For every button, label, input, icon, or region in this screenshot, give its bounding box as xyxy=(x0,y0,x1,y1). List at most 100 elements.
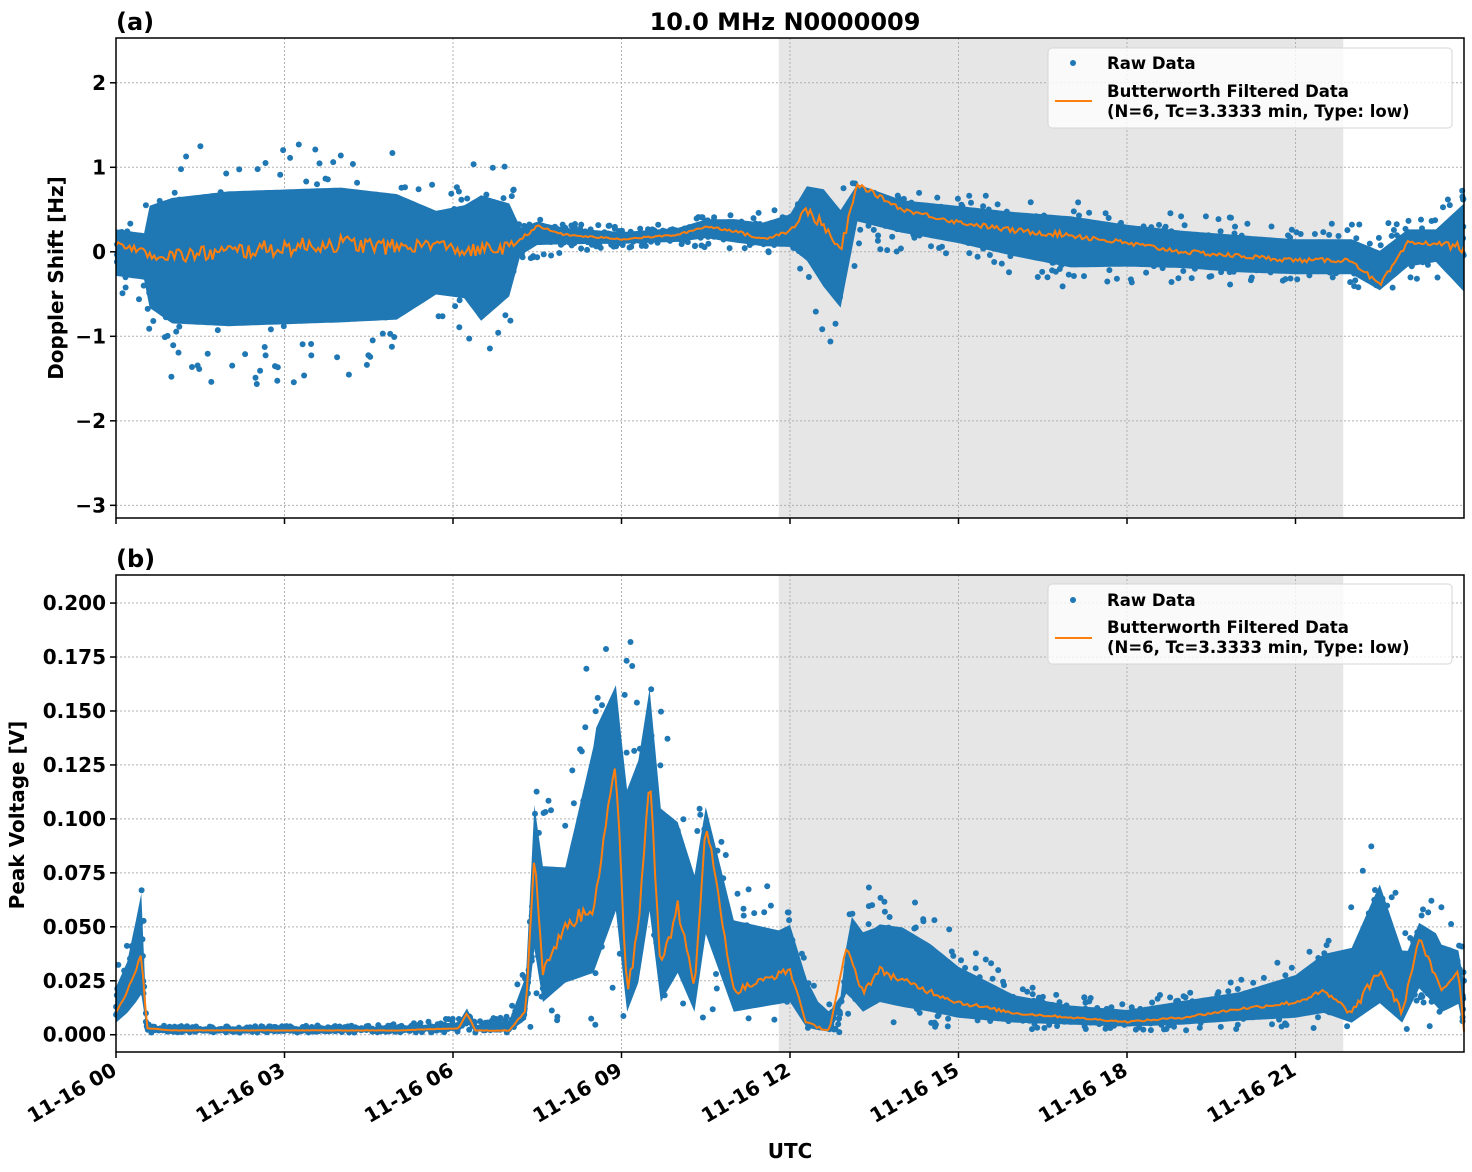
raw-data-point xyxy=(1359,867,1366,874)
panel-b-peak-voltage: 0.2000.1750.1500.1250.1000.0750.0500.025… xyxy=(5,545,1467,1163)
raw-data-point xyxy=(893,248,900,255)
y-tick-label: 1 xyxy=(92,155,106,179)
raw-data-point xyxy=(934,194,941,201)
raw-data-point xyxy=(881,898,888,905)
raw-data-point xyxy=(623,749,630,756)
raw-data-point xyxy=(1119,1001,1126,1008)
legend-label-filtered-a: Butterworth Filtered Data xyxy=(1107,82,1349,101)
raw-data-point xyxy=(1234,986,1241,992)
raw-data-point xyxy=(388,343,395,350)
raw-data-point xyxy=(998,260,1005,267)
raw-data-point xyxy=(713,971,719,977)
raw-data-point xyxy=(740,912,747,919)
raw-data-point xyxy=(1282,276,1289,283)
raw-data-point xyxy=(1076,212,1082,219)
legend-a: Raw Data Butterworth Filtered Data (N=6,… xyxy=(1047,47,1453,129)
raw-data-point xyxy=(170,342,177,349)
raw-data-point xyxy=(1127,276,1134,283)
raw-data-point xyxy=(1326,231,1333,238)
raw-data-point xyxy=(711,214,718,221)
raw-data-point xyxy=(705,240,712,247)
raw-data-point xyxy=(1425,909,1432,916)
raw-data-point xyxy=(502,312,509,319)
raw-data-dense-band xyxy=(116,184,1464,327)
raw-data-point xyxy=(696,805,703,812)
raw-data-point xyxy=(123,942,130,949)
raw-data-point xyxy=(884,247,891,254)
raw-data-point xyxy=(456,324,463,331)
raw-data-point xyxy=(765,249,772,256)
raw-data-point xyxy=(1288,226,1295,233)
raw-data-point xyxy=(277,171,284,178)
raw-data-point xyxy=(1075,199,1082,206)
raw-data-point xyxy=(1420,999,1427,1006)
raw-data-point xyxy=(530,254,537,261)
legend-marker-raw-a xyxy=(1070,60,1076,66)
raw-data-point xyxy=(559,221,566,228)
raw-data-point xyxy=(533,990,540,997)
raw-data-point xyxy=(954,195,961,202)
raw-data-point xyxy=(223,170,230,177)
raw-data-point xyxy=(548,807,554,814)
raw-data-point xyxy=(1113,275,1120,282)
raw-data-point xyxy=(1106,267,1113,274)
raw-data-point xyxy=(262,160,269,166)
raw-data-point xyxy=(958,957,964,964)
raw-data-point xyxy=(578,245,585,252)
raw-data-point xyxy=(944,1023,951,1030)
raw-data-point xyxy=(1344,1023,1351,1030)
raw-data-point xyxy=(874,237,881,244)
raw-data-point xyxy=(1260,974,1267,981)
raw-data-point xyxy=(455,188,462,195)
raw-data-point xyxy=(936,245,943,251)
raw-data-point xyxy=(138,887,145,894)
raw-data-point xyxy=(1348,221,1355,228)
raw-data-point xyxy=(697,811,704,818)
raw-data-point xyxy=(897,245,904,252)
raw-data-point xyxy=(1268,223,1275,230)
raw-data-point xyxy=(1389,284,1396,291)
raw-data-point xyxy=(1428,218,1435,224)
raw-data-point xyxy=(1434,274,1441,281)
raw-data-point xyxy=(722,852,729,858)
raw-data-point xyxy=(314,1022,321,1029)
raw-data-point xyxy=(989,975,996,982)
raw-data-point xyxy=(1039,268,1046,275)
raw-data-point xyxy=(178,166,184,173)
raw-data-point xyxy=(606,222,613,229)
raw-data-point xyxy=(655,221,662,228)
raw-data-point xyxy=(1029,991,1036,998)
raw-data-point xyxy=(1405,217,1412,224)
raw-data-point xyxy=(458,196,465,203)
y-ticks-a: 210−1−2−3 xyxy=(75,71,116,517)
raw-data-point xyxy=(1320,229,1327,236)
raw-data-point xyxy=(734,890,741,897)
raw-data-point xyxy=(1225,988,1232,995)
raw-data-point xyxy=(540,251,547,258)
filtered-line-a xyxy=(115,182,1465,287)
raw-data-point xyxy=(1208,273,1215,280)
raw-data-point xyxy=(508,193,515,200)
raw-data-point xyxy=(495,329,502,336)
raw-data-point xyxy=(1293,229,1300,236)
raw-data-point xyxy=(750,215,757,222)
raw-data-point xyxy=(974,253,981,260)
raw-data-point xyxy=(425,1018,432,1025)
raw-data-point xyxy=(280,323,287,330)
raw-data-point xyxy=(387,330,394,337)
raw-data-point xyxy=(588,1015,595,1022)
raw-data-point xyxy=(877,894,884,901)
raw-data-point xyxy=(718,838,725,845)
raw-data-point xyxy=(345,371,352,378)
raw-data-point xyxy=(826,1001,833,1008)
raw-data-point xyxy=(308,341,315,347)
raw-data-point xyxy=(1181,222,1188,229)
raw-data-point xyxy=(592,1021,599,1028)
raw-data-point xyxy=(274,377,281,384)
raw-data-point xyxy=(1147,1027,1154,1034)
y-tick-label: −2 xyxy=(75,409,106,433)
raw-data-point xyxy=(870,226,877,233)
raw-data-point xyxy=(865,903,872,910)
raw-data-point xyxy=(229,362,236,369)
raw-data-point xyxy=(931,917,938,924)
